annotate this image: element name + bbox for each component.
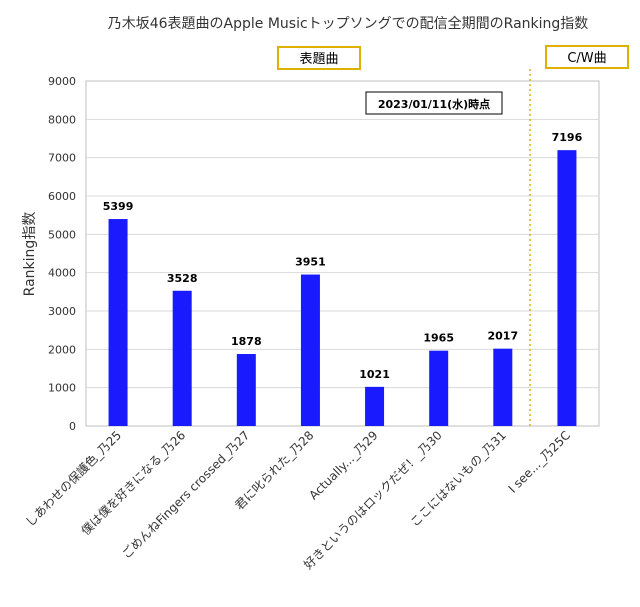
data-label: 5399 — [103, 200, 134, 213]
group-label-box-left — [277, 46, 361, 70]
x-tick-label: Actually..._乃29 — [306, 428, 380, 502]
y-tick-label: 4000 — [48, 267, 76, 280]
plot-area — [85, 80, 600, 427]
bar — [172, 290, 192, 426]
data-label: 7196 — [552, 131, 583, 144]
bar — [300, 274, 320, 426]
bar — [493, 348, 513, 426]
y-axis-label: Ranking指数 — [22, 212, 38, 297]
x-tick-label: 僕は僕を好きになる_乃26 — [79, 428, 189, 538]
y-tick-label: 7000 — [48, 152, 76, 165]
bar — [108, 219, 128, 426]
y-tick-label: 0 — [69, 420, 76, 433]
bar — [557, 150, 577, 427]
x-tick-label: I see..._乃25C — [506, 428, 574, 496]
group-label-box-right — [545, 45, 629, 69]
data-label: 2017 — [488, 330, 519, 343]
data-label: 1021 — [359, 368, 390, 381]
y-tick-label: 9000 — [48, 75, 76, 88]
data-label: 3951 — [295, 256, 326, 269]
y-tick-label: 2000 — [48, 343, 76, 356]
x-tick-label: ごめんねFingers crossed_乃27 — [119, 428, 253, 562]
y-tick-label: 5000 — [48, 228, 76, 241]
chart-title: 乃木坂46表題曲のApple Musicトップソングでの配信全期間のRankin… — [108, 15, 589, 32]
y-tick-label: 1000 — [48, 382, 76, 395]
data-label: 1965 — [423, 332, 454, 345]
gridlines — [86, 118, 599, 389]
x-tick-label: 好きというのはロックだぜ！_乃30 — [301, 428, 445, 572]
bars — [108, 150, 577, 427]
date-note-box — [365, 91, 503, 115]
date-note: 2023/01/11(水)時点 — [378, 97, 490, 111]
group-label-right: C/W曲 — [567, 51, 606, 66]
y-tick-labels: 0 1000 2000 3000 4000 5000 6000 7000 8000 9000 — [48, 75, 76, 433]
group-label-left: 表題曲 — [299, 52, 338, 67]
value-labels: 5399 3528 1878 3951 1021 1965 2017 7196 — [103, 131, 583, 381]
data-label: 3528 — [167, 272, 198, 285]
bar — [365, 386, 385, 426]
y-tick-label: 8000 — [48, 113, 76, 126]
bar — [236, 354, 256, 426]
y-tick-label: 3000 — [48, 305, 76, 318]
y-tick-label: 6000 — [48, 190, 76, 203]
data-label: 1878 — [231, 335, 262, 348]
bar — [429, 350, 449, 426]
